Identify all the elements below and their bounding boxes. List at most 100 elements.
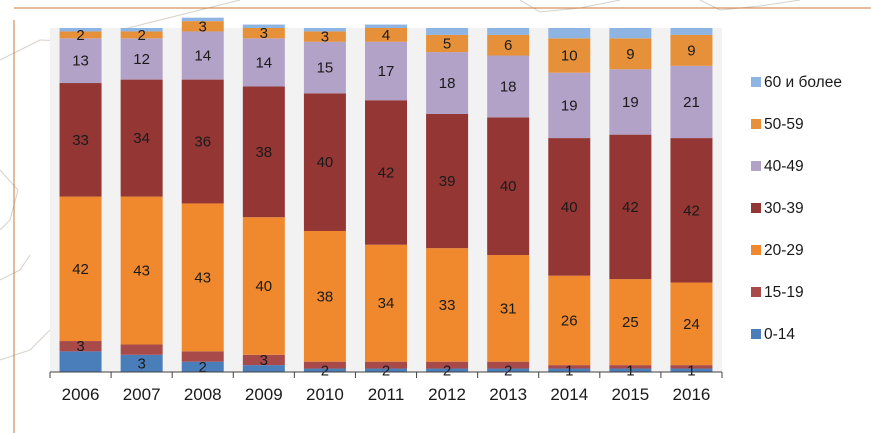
bar-segment-40-49-2011 [365,41,407,101]
x-tick-label: 2012 [428,385,466,404]
legend-label: 15-19 [764,284,804,301]
bar-segment-15-19-2011 [365,361,407,369]
data-label: 43 [133,263,150,280]
bar-segment-0-14-2015 [609,368,652,372]
data-label: 40 [500,178,517,195]
legend: 60 и более 50-59 40-49 30-39 20-29 15-19 0-14 [751,74,842,343]
data-label: 12 [133,51,150,68]
bar-segment-20-29-2016 [670,282,713,366]
data-label: 42 [683,202,700,219]
legend-swatch [751,329,761,339]
bar-segment-0-14-2014 [548,368,591,372]
data-label: 3 [321,29,329,46]
bar-segment-40-49-2008 [181,31,224,80]
bar-segment-15-19-2009 [242,354,285,366]
bar-segment-0-14-2009 [242,365,285,372]
data-label: 31 [500,300,517,317]
bar-segment-30-39-2010 [303,93,346,231]
bar-segment-50-59-2016 [670,34,713,66]
bar-segment-50-59-2009 [242,28,285,39]
bar-segment-15-19-2010 [303,361,346,369]
bar-segment-15-19-2008 [181,351,224,362]
data-label: 40 [561,199,578,216]
bar-segment-60-и-более-2015 [609,28,652,39]
data-label: 21 [683,94,700,111]
data-labels: 3423313234334122243361433403814323840153… [72,18,700,379]
legend-swatch [751,161,761,171]
bar-segment-15-19-2013 [487,361,530,369]
bar-segment-30-39-2009 [242,86,285,218]
bar-segment-0-14-2013 [487,368,530,372]
legend-label: 60 и более [764,74,842,91]
bars [50,17,722,372]
data-label: 19 [622,94,639,111]
data-label: 25 [622,314,639,331]
bar-segment-15-19-2007 [120,344,163,355]
legend-swatch [751,287,761,297]
legend-swatch [751,119,761,129]
data-label: 42 [622,199,639,216]
data-label: 2 [76,27,84,44]
bar-segment-40-49-2006 [59,38,102,84]
bar-segment-60-и-более-2013 [487,28,530,35]
data-label: 2 [321,362,329,379]
x-tick-label: 2006 [62,385,100,404]
data-label: 33 [439,297,456,314]
data-label: 43 [194,269,211,286]
data-label: 2 [137,27,145,44]
legend-swatch [751,203,761,213]
bar-segment-30-39-2011 [365,100,407,245]
x-tick-label: 2015 [611,385,649,404]
x-tick-label: 2014 [550,385,588,404]
bar-segment-60-и-более-2011 [365,24,407,28]
bar-segment-40-49-2013 [487,55,530,118]
bar-segment-50-59-2008 [181,21,224,32]
bar-segment-0-14-2016 [670,368,713,372]
bar-segment-40-49-2014 [548,72,591,139]
x-tick-label: 2013 [489,385,527,404]
bar-segment-40-49-2007 [120,38,163,80]
data-label: 42 [72,261,89,278]
data-label: 5 [443,35,451,52]
x-tick-label: 2008 [184,385,222,404]
bar-segment-0-14-2006 [59,351,102,372]
data-label: 14 [194,48,211,65]
bar-segment-60-и-более-2006 [59,28,102,32]
bar-segment-40-49-2012 [426,52,469,114]
data-label: 3 [260,352,268,369]
bar-segment-20-29-2013 [487,255,530,362]
data-label: 3 [76,338,84,355]
data-label: 4 [382,27,390,44]
data-label: 2 [504,362,512,379]
bar-segment-30-39-2013 [487,117,530,256]
x-tick-label: 2009 [245,385,283,404]
data-label: 3 [137,355,145,372]
data-label: 2 [199,359,207,376]
data-label: 24 [683,316,700,333]
data-label: 39 [439,173,456,190]
bar-segment-50-59-2007 [120,31,163,39]
bar-segment-40-49-2010 [303,41,346,94]
data-label: 38 [317,288,334,305]
bar-segment-50-59-2014 [548,38,591,73]
bar-segment-20-29-2014 [548,275,591,366]
bar-segment-50-59-2013 [487,34,530,56]
bar-segment-20-29-2015 [609,279,652,366]
bar-segment-40-49-2009 [242,38,285,87]
bar-segment-20-29-2010 [303,230,346,362]
bar-segment-50-59-2015 [609,38,652,70]
data-label: 33 [72,132,89,149]
bar-segment-15-19-2015 [609,365,652,369]
bar-segment-30-39-2016 [670,138,713,283]
bar-segment-20-29-2008 [181,203,224,352]
bar-segment-30-39-2015 [609,134,652,280]
bar-segment-0-14-2012 [426,368,469,372]
data-label: 34 [378,295,395,312]
bar-segment-60-и-более-2007 [120,28,163,32]
data-label: 9 [626,46,634,63]
data-label: 3 [260,25,268,42]
bar-segment-15-19-2006 [59,341,102,352]
bar-segment-30-39-2008 [181,79,224,204]
data-label: 1 [565,362,573,379]
